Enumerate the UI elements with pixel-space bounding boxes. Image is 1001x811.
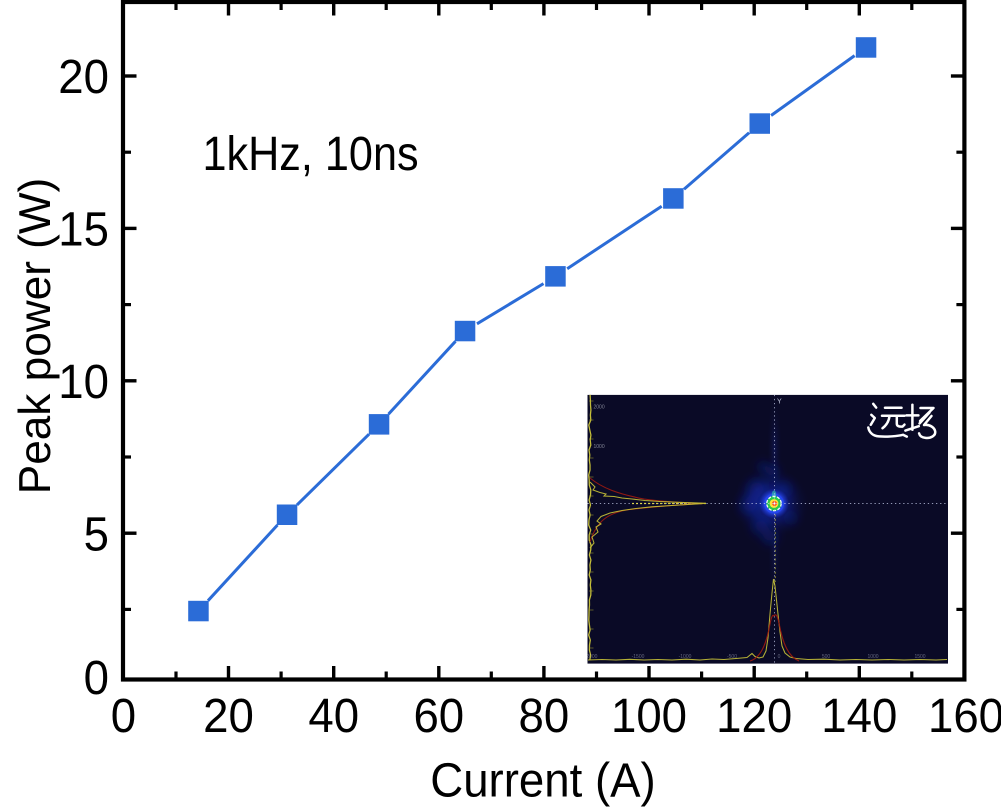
svg-text:Current (A): Current (A) xyxy=(430,753,655,806)
svg-text:Y: Y xyxy=(777,398,782,405)
svg-text:5: 5 xyxy=(84,507,109,560)
svg-text:15: 15 xyxy=(58,203,109,256)
svg-text:Peak power (W): Peak power (W) xyxy=(11,178,60,494)
svg-text:10: 10 xyxy=(58,355,109,408)
svg-text:80: 80 xyxy=(519,689,570,742)
svg-text:100: 100 xyxy=(611,689,687,742)
svg-text:0: 0 xyxy=(84,651,109,704)
svg-text:1500: 1500 xyxy=(914,654,925,660)
svg-text:-500: -500 xyxy=(727,654,737,660)
svg-text:140: 140 xyxy=(821,689,897,742)
svg-text:0: 0 xyxy=(778,654,781,660)
svg-text:20: 20 xyxy=(58,50,109,103)
svg-text:2000: 2000 xyxy=(594,405,605,411)
svg-text:-2000: -2000 xyxy=(585,654,598,660)
svg-text:40: 40 xyxy=(308,689,359,742)
svg-text:-1000: -1000 xyxy=(679,654,692,660)
svg-text:1000: 1000 xyxy=(594,444,605,450)
svg-text:120: 120 xyxy=(716,689,792,742)
svg-text:500: 500 xyxy=(822,654,831,660)
svg-text:160: 160 xyxy=(928,689,1001,742)
svg-text:1000: 1000 xyxy=(867,654,878,660)
svg-text:-1500: -1500 xyxy=(632,654,645,660)
svg-text:0: 0 xyxy=(111,689,136,742)
svg-text:1kHz, 10ns: 1kHz, 10ns xyxy=(203,127,419,181)
svg-text:60: 60 xyxy=(413,689,464,742)
svg-text:20: 20 xyxy=(203,689,254,742)
